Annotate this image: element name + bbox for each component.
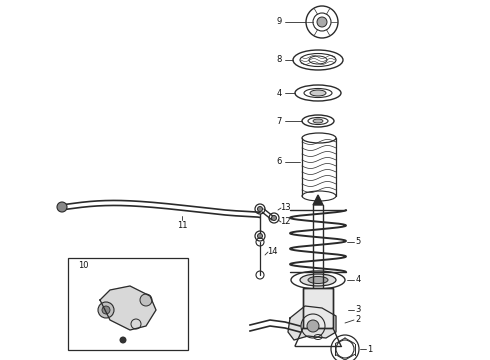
Bar <box>68 258 188 350</box>
Circle shape <box>140 294 152 306</box>
Text: 1: 1 <box>368 345 372 354</box>
Circle shape <box>57 202 67 212</box>
Text: 2: 2 <box>355 315 361 324</box>
Ellipse shape <box>313 119 323 123</box>
Bar <box>303 288 333 328</box>
Text: 14: 14 <box>267 248 277 256</box>
Text: 10: 10 <box>78 261 89 270</box>
Text: 4: 4 <box>355 275 361 284</box>
Text: 6: 6 <box>276 158 282 166</box>
Text: 8: 8 <box>276 55 282 64</box>
Text: 12: 12 <box>280 217 290 226</box>
Ellipse shape <box>308 276 328 284</box>
Polygon shape <box>313 195 323 205</box>
Text: 11: 11 <box>177 220 187 230</box>
Text: 4: 4 <box>276 89 282 98</box>
Polygon shape <box>100 286 156 330</box>
Circle shape <box>102 306 110 314</box>
Ellipse shape <box>302 133 336 143</box>
Circle shape <box>258 234 263 238</box>
Text: 3: 3 <box>355 306 361 315</box>
Text: 5: 5 <box>355 238 361 247</box>
Circle shape <box>317 17 327 27</box>
Circle shape <box>98 302 114 318</box>
Bar <box>303 288 333 328</box>
Text: 13: 13 <box>280 203 290 212</box>
Polygon shape <box>288 306 336 340</box>
Circle shape <box>307 320 319 332</box>
Circle shape <box>271 216 276 220</box>
Circle shape <box>258 207 263 211</box>
Ellipse shape <box>310 90 326 96</box>
Text: 7: 7 <box>276 117 282 126</box>
Text: 9: 9 <box>276 18 282 27</box>
Circle shape <box>120 337 126 343</box>
Ellipse shape <box>300 274 336 286</box>
